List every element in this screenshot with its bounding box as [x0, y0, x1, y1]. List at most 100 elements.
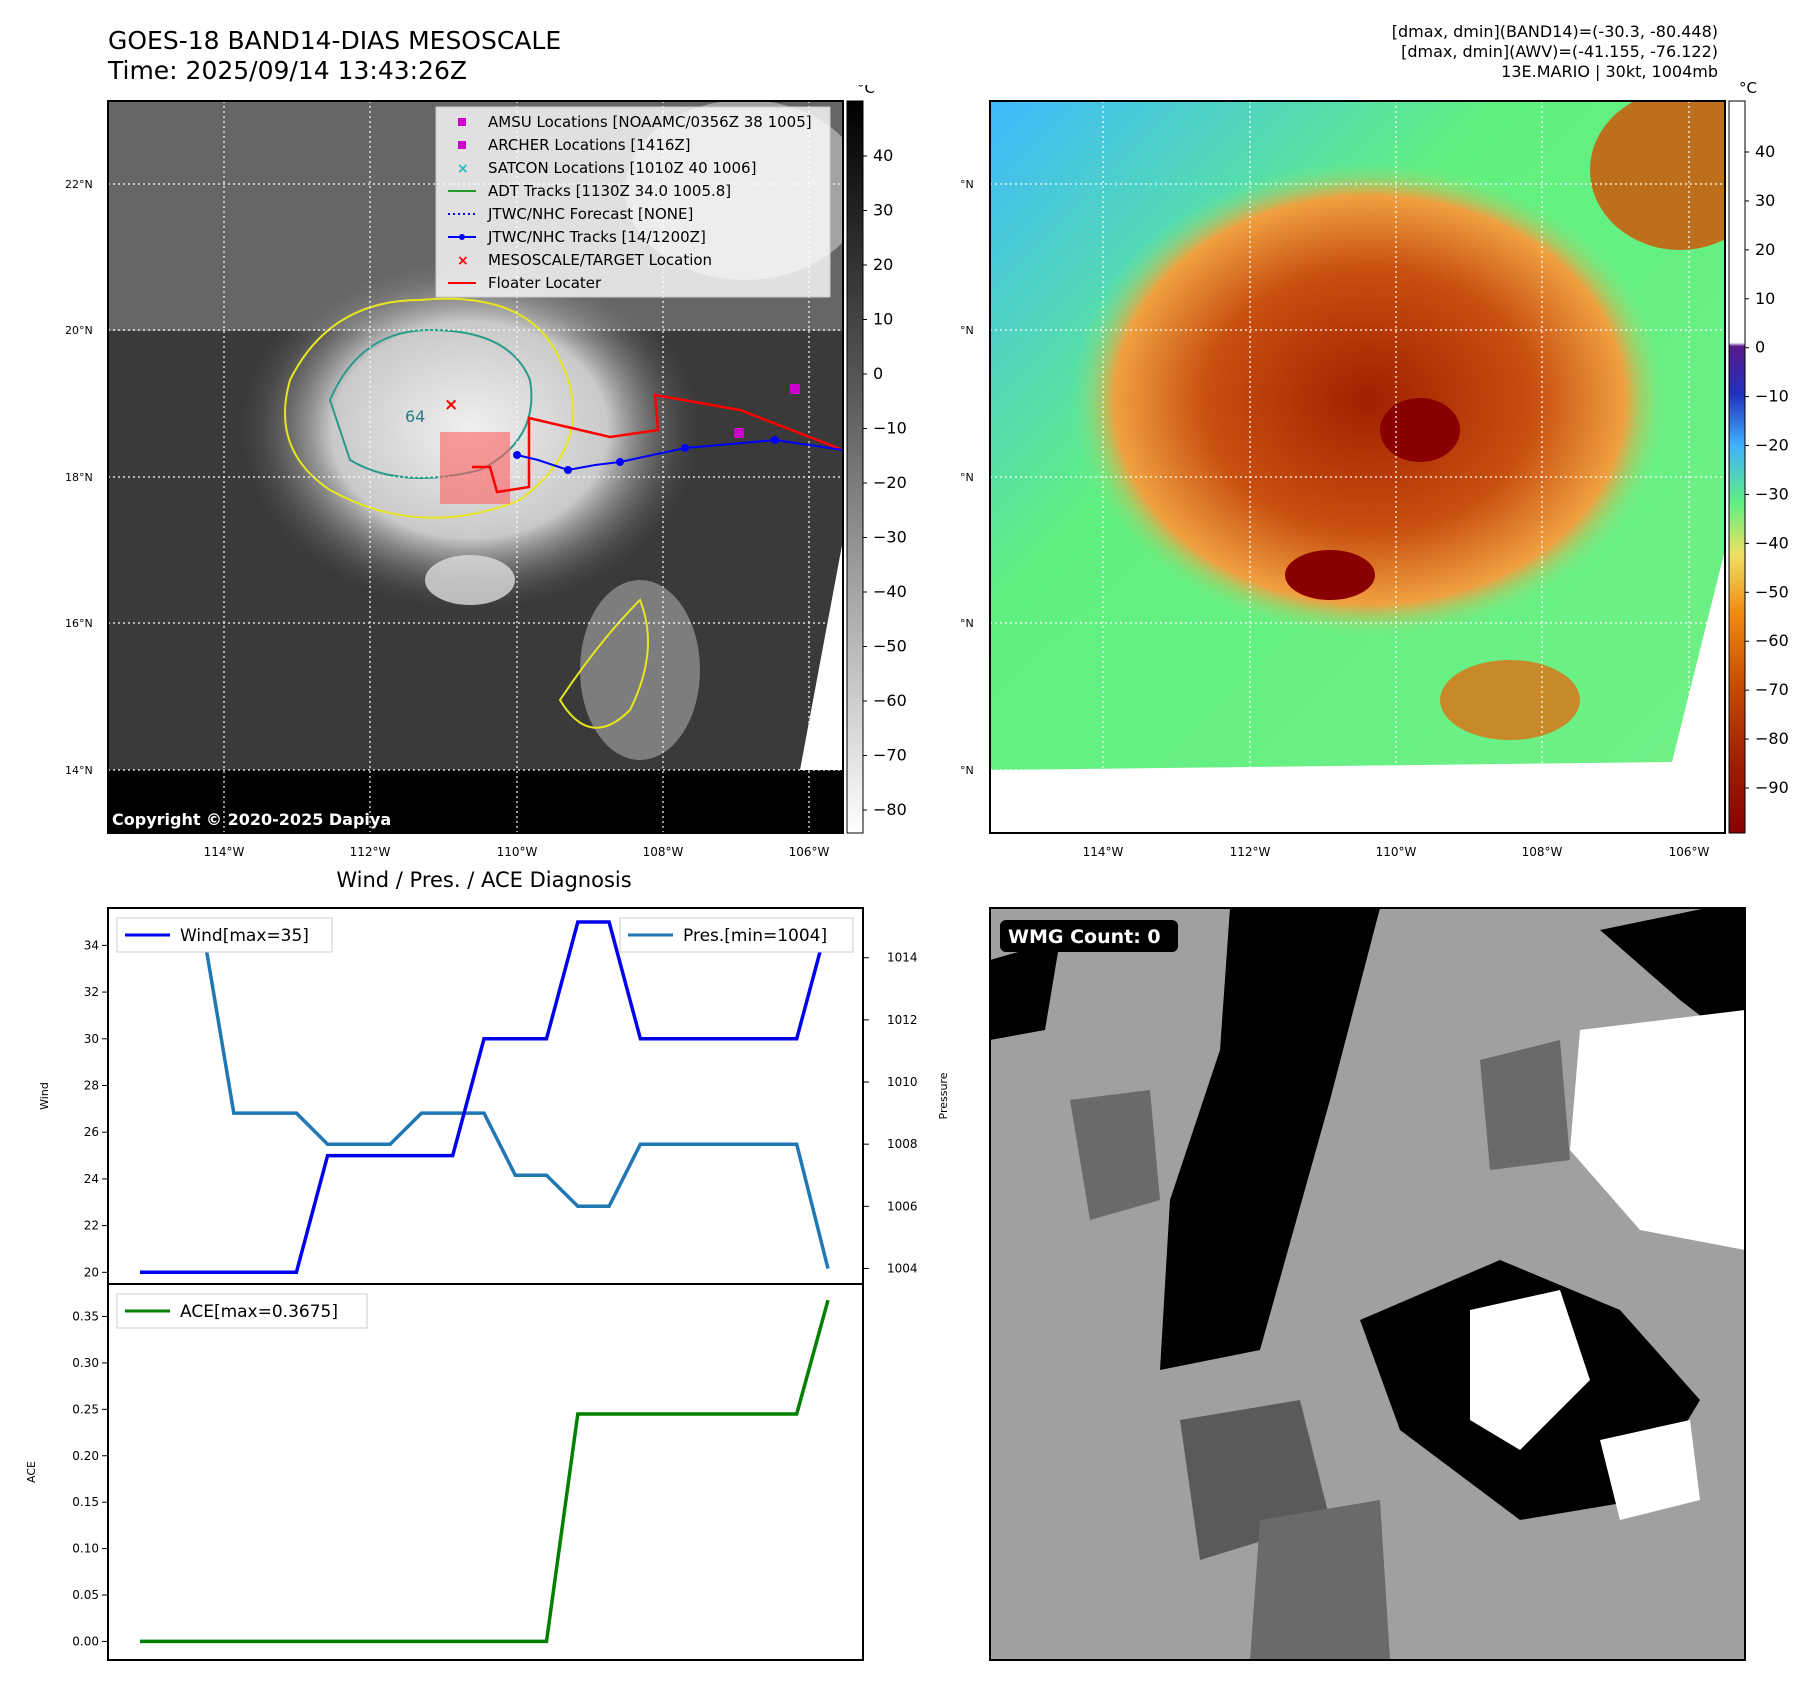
awvCbarTicks-label-6: −20 — [1755, 436, 1789, 455]
ace-axis-label: ACE — [25, 1461, 38, 1483]
aceTicks-label-2: 0.10 — [72, 1542, 99, 1556]
cloud-mass — [240, 250, 700, 610]
awv-colorbar — [1728, 100, 1746, 834]
diagnostic-info: [dmax, dmin](BAND14)=(-30.3, -80.448) [d… — [1392, 22, 1718, 82]
awv-lon-112: 112°W — [1230, 845, 1271, 859]
irCbarTicks-label-12: −80 — [873, 800, 907, 819]
awvCbarTicks-label-2: 20 — [1755, 240, 1775, 259]
awvCbarTicks-label-0: 40 — [1755, 142, 1775, 161]
info-storm: 13E.MARIO | 30kt, 1004mb — [1501, 62, 1718, 81]
ir-lon-112: 112°W — [350, 845, 391, 859]
aceTicks-label-7: 0.35 — [72, 1309, 99, 1323]
windTicks-label-6: 32 — [84, 985, 99, 999]
legend-marker-2: × — [457, 161, 469, 177]
legend-marker-0 — [458, 118, 466, 126]
wmg-count-label: WMG Count: 0 — [1008, 926, 1161, 948]
legend-label-3: ADT Tracks [1130Z 34.0 1005.8] — [488, 182, 731, 200]
awvCbarTicks-label-13: −90 — [1755, 778, 1789, 797]
awv-lon-110: 110°W — [1376, 845, 1417, 859]
irCbarTicks-label-0: 40 — [873, 146, 893, 165]
ir-lat-18: 18°N — [65, 471, 93, 484]
archer-marker — [734, 428, 744, 438]
mesoscale-target-marker: × — [444, 395, 458, 415]
legend: AMSU Locations [NOAAMC/0356Z 38 1005] ARC… — [448, 113, 812, 292]
aceTicks-label-1: 0.05 — [72, 1588, 99, 1602]
windTicks-label-7: 34 — [84, 938, 99, 952]
awv-lon-108: 108°W — [1522, 845, 1563, 859]
windTicks-label-1: 22 — [84, 1219, 99, 1233]
contour-label: 64 — [405, 407, 425, 426]
ir-lat-20: 20°N — [65, 324, 93, 337]
diagnosis-title: Wind / Pres. / ACE Diagnosis — [336, 868, 631, 892]
ace-legend-label: ACE[max=0.3675] — [180, 1302, 338, 1322]
windTicks-label-0: 20 — [84, 1265, 99, 1279]
irCbarTicks-label-3: 10 — [873, 310, 893, 329]
legend-label-6: MESOSCALE/TARGET Location — [488, 251, 712, 269]
awvCbarTicks-label-10: −60 — [1755, 631, 1789, 650]
wmg-count-box — [1000, 920, 1178, 952]
ir-colorbar — [846, 100, 864, 834]
irCbarTicks-label-4: 0 — [873, 364, 883, 383]
ir-lon-114: 114°W — [204, 845, 245, 859]
awvCbarTicks-label-1: 30 — [1755, 191, 1775, 210]
aceTicks-label-0: 0.00 — [72, 1634, 99, 1648]
ir-lon-106: 106°W — [789, 845, 830, 859]
awv-lat-22: 22°N — [960, 178, 974, 191]
ir-lat-16: 16°N — [65, 617, 93, 630]
irCbarTicks-label-11: −70 — [873, 746, 907, 765]
wind-pressure-plot — [107, 907, 864, 1285]
ir-lat-22: 22°N — [65, 178, 93, 191]
irCbarTicks-label-2: 20 — [873, 255, 893, 274]
awv-lat-18: 18°N — [960, 471, 974, 484]
awv-lon-106: 106°W — [1669, 845, 1710, 859]
aceTicks-label-5: 0.25 — [72, 1402, 99, 1416]
awvCbarTicks-label-12: −80 — [1755, 729, 1789, 748]
legend-marker-1 — [458, 141, 466, 149]
pressure-axis-label: Pressure — [937, 1072, 950, 1119]
presTicks-label-0: 1004 — [887, 1261, 918, 1275]
title-line-2: Time: 2025/09/14 13:43:26Z — [108, 56, 467, 85]
ir-lon-108: 108°W — [643, 845, 684, 859]
wind-legend-label: Wind[max=35] — [180, 926, 309, 946]
legend-label-1: ARCHER Locations [1416Z] — [488, 136, 691, 154]
presTicks-label-1: 1006 — [887, 1199, 918, 1213]
aceTicks-label-6: 0.30 — [72, 1356, 99, 1370]
windTicks-label-4: 28 — [84, 1078, 99, 1092]
legend-label-7: Floater Locater — [488, 274, 602, 292]
wmg-cold-band — [1160, 908, 1380, 1370]
presTicks-label-5: 1014 — [887, 951, 918, 965]
figure-title: GOES-18 BAND14-DIAS MESOSCALE Time: 2025… — [108, 26, 561, 86]
awvCbarTicks-label-5: −10 — [1755, 387, 1789, 406]
awvCbarTicks-label-11: −70 — [1755, 680, 1789, 699]
awv-storm-core — [1070, 160, 1670, 640]
pressure-legend-label: Pres.[min=1004] — [683, 926, 827, 946]
legend-label-5: JTWC/NHC Tracks [14/1200Z] — [487, 228, 706, 246]
irCbarTicks-label-9: −50 — [873, 637, 907, 656]
presTicks-label-3: 1010 — [887, 1075, 918, 1089]
legend-box — [435, 106, 831, 298]
windTicks-label-2: 24 — [84, 1172, 99, 1186]
windTicks-label-5: 30 — [84, 1032, 99, 1046]
awvCbarTicks-label-4: 0 — [1755, 338, 1765, 357]
legend-label-4: JTWC/NHC Forecast [NONE] — [487, 205, 693, 223]
title-line-1: GOES-18 BAND14-DIAS MESOSCALE — [108, 26, 562, 55]
ir-satellite-panel: 64 × AMSU Locations [NOAAMC/0356Z 38 100… — [65, 85, 907, 859]
wmg-warm-region — [1570, 1010, 1745, 1250]
awv-lon-114: 114°W — [1083, 845, 1124, 859]
legend-label-2: SATCON Locations [1010Z 40 1006] — [488, 159, 756, 177]
aceTicks-label-3: 0.15 — [72, 1495, 99, 1509]
windTicks-label-3: 26 — [84, 1125, 99, 1139]
aceTicks-label-4: 0.20 — [72, 1449, 99, 1463]
awv-panel: 22°N 20°N 18°N 16°N 14°N 114°W 112°W 110… — [960, 79, 1789, 859]
info-awv: [dmax, dmin](AWV)=(-41.155, -76.122) — [1401, 42, 1718, 61]
irCbarTicks-label-8: −40 — [873, 582, 907, 601]
irCbarTicks-label-6: −20 — [873, 473, 907, 492]
wind-axis-label: Wind — [38, 1082, 51, 1110]
irCbarTicks-label-1: 30 — [873, 201, 893, 220]
ir-lon-110: 110°W — [497, 845, 538, 859]
ace-series — [140, 1299, 830, 1644]
jtwc-track — [516, 438, 844, 472]
wmg-panel: WMG Count: 0 — [989, 907, 1746, 1661]
awv-colorbar-unit: °C — [1739, 79, 1757, 97]
awv-lat-14: 14°N — [960, 764, 974, 777]
